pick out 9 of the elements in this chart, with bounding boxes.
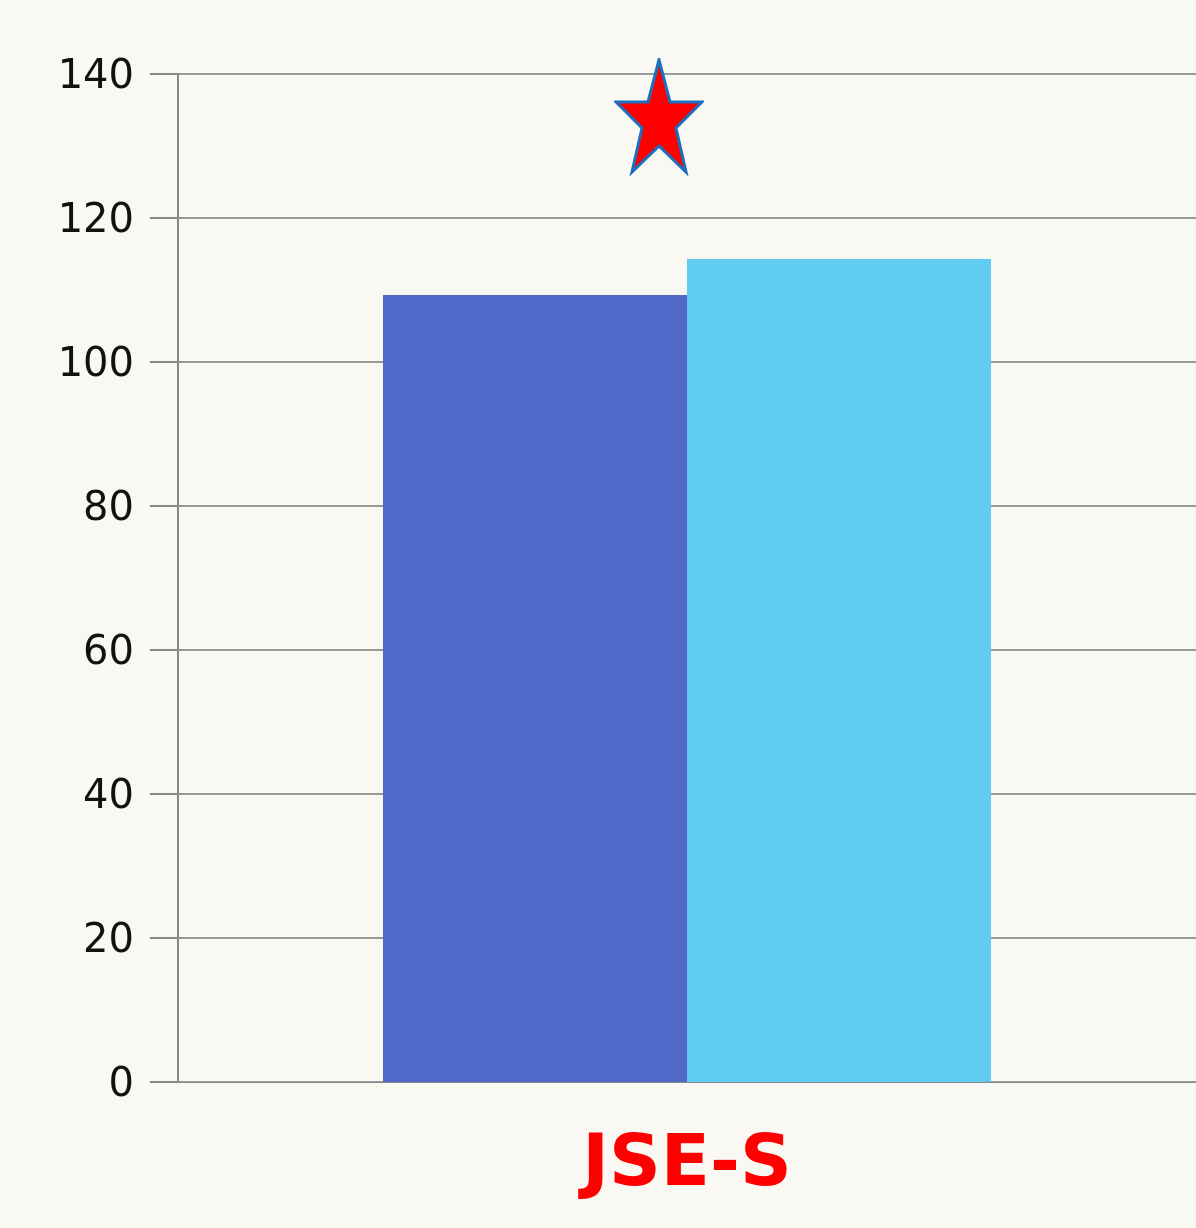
y-tick-label: 20 [83, 915, 134, 961]
y-tick-label: 60 [83, 627, 134, 673]
y-tick-label: 100 [57, 339, 134, 385]
y-tick-label: 40 [83, 771, 134, 817]
y-tick-label: 80 [83, 483, 134, 529]
y-tick-label: 140 [57, 51, 134, 97]
y-tick-label: 120 [57, 195, 134, 241]
x-tick-label: JSE-S [577, 1118, 792, 1202]
y-tick-label: 0 [108, 1059, 134, 1105]
